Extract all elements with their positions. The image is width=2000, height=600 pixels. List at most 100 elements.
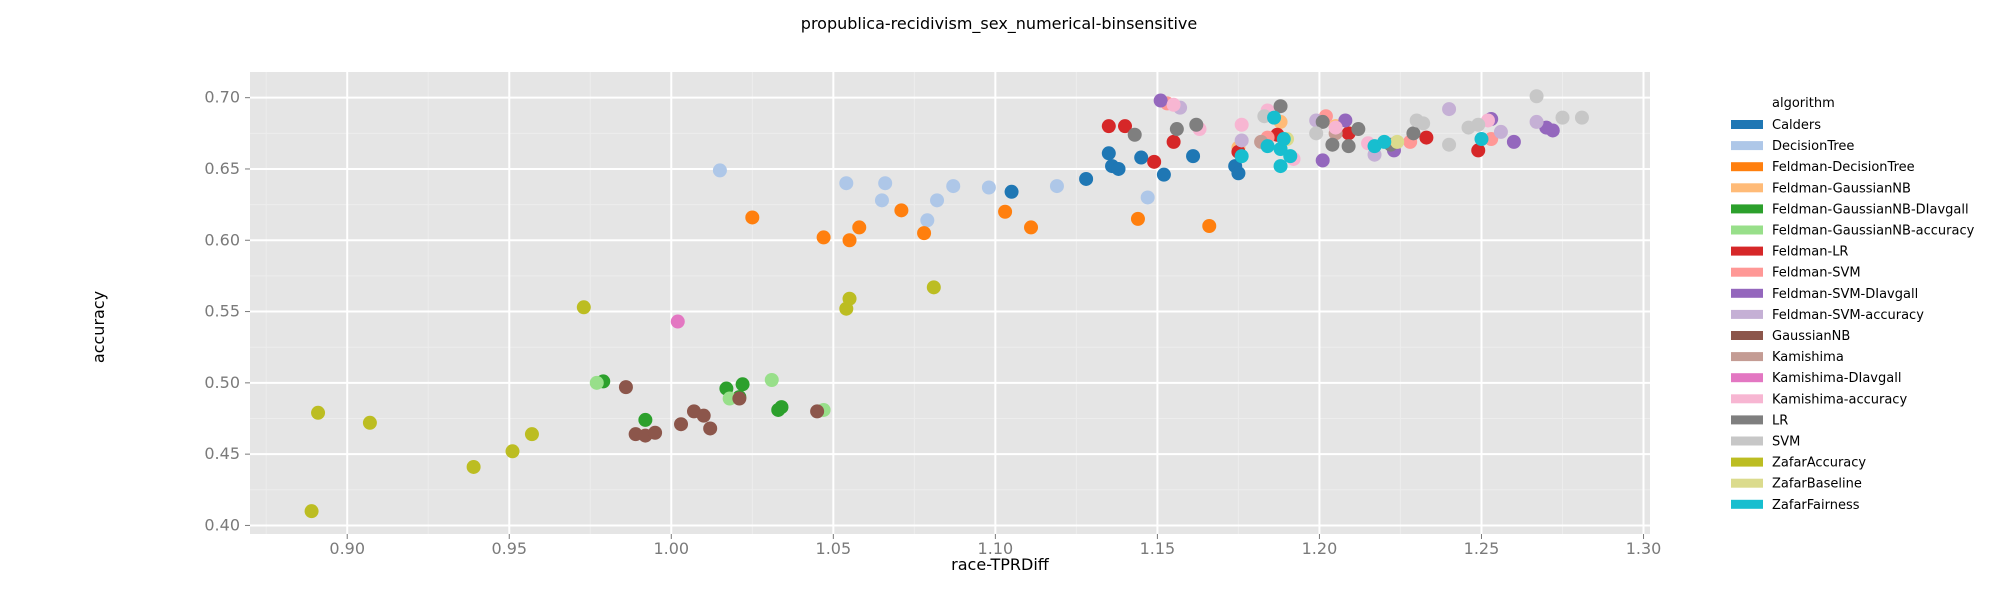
legend-swatch [1731, 162, 1763, 172]
x-tick-label: 1.10 [978, 539, 1014, 558]
data-point-decisiontree [1140, 190, 1155, 205]
data-point-feldman-svm-accuracy [1442, 102, 1457, 117]
legend-swatch [1731, 120, 1763, 129]
legend-label: LR [1772, 413, 1788, 428]
legend-label: ZafarFairness [1772, 498, 1860, 513]
data-point-zafarfairness [1474, 132, 1489, 147]
data-point-feldman-lr [1147, 154, 1162, 169]
data-point-calders [1186, 149, 1201, 164]
data-point-zafarfairness [1260, 139, 1275, 154]
data-point-lr [1351, 122, 1366, 137]
data-point-zafarfairness [1276, 132, 1291, 147]
x-tick-label: 1.05 [816, 539, 852, 558]
data-point-decisiontree [874, 193, 889, 208]
data-point-feldman-gaussiannb-diavgall [638, 412, 653, 427]
data-point-feldman-decisiontree [1202, 219, 1217, 233]
data-point-lr [1189, 117, 1204, 132]
data-point-zafarfairness [1267, 110, 1282, 125]
data-point-feldman-lr [1419, 130, 1434, 145]
x-tick-label: 1.20 [1302, 539, 1338, 558]
legend-swatch [1731, 309, 1763, 319]
data-point-feldman-svm-diavgall [1315, 153, 1330, 168]
data-point-feldman-gaussiannb-diavgall [735, 377, 750, 392]
data-point-feldman-svm-diavgall [1545, 123, 1560, 138]
major-gridlines [250, 72, 1650, 534]
data-point-zafarfairness [1234, 149, 1249, 164]
data-point-feldman-lr [1471, 143, 1486, 158]
legend-swatch [1731, 352, 1763, 362]
legend-swatch [1731, 457, 1763, 467]
x-tick-label: 1.30 [1626, 539, 1662, 558]
data-point-feldman-svm [1484, 132, 1499, 147]
legend: algorithm Calders DecisionTree Feldman-Dec… [1731, 96, 1975, 513]
data-point-feldman-lr [1166, 134, 1181, 149]
x-tick-label: 1.15 [1140, 539, 1176, 558]
x-tick-label: 0.90 [329, 539, 365, 558]
data-point-feldman-decisiontree [998, 204, 1013, 219]
data-point-feldman-decisiontree [1130, 211, 1145, 226]
y-axis: 0.40 0.45 0.50 0.55 0.60 0.65 0.70 [204, 88, 250, 534]
data-point-feldman-gaussiannb-accuracy [722, 391, 737, 406]
legend-label: Feldman-GaussianNB-DIavgall [1772, 202, 1969, 217]
data-point-zafaraccuracy [304, 504, 319, 519]
data-point-gaussiannb [618, 380, 633, 395]
y-tick-label: 0.50 [204, 373, 240, 392]
data-point-feldman-decisiontree [894, 203, 909, 218]
data-point-calders [1134, 150, 1149, 165]
data-point-zafaraccuracy [926, 280, 941, 295]
data-point-decisiontree [839, 176, 854, 191]
legend-label: ZafarAccuracy [1772, 456, 1866, 471]
data-point-zafarbaseline [1390, 134, 1405, 149]
data-point-svm [1555, 110, 1570, 125]
data-point-decisiontree [930, 193, 945, 208]
legend-label: Kamishima-accuracy [1772, 392, 1907, 407]
legend-swatch [1731, 478, 1763, 488]
plot-area [250, 72, 1650, 534]
legend-label: Feldman-SVM-accuracy [1772, 308, 1924, 323]
data-point-kamishima-accuracy [1234, 117, 1249, 132]
y-tick-label: 0.70 [204, 88, 240, 107]
legend-label: Feldman-SVM [1772, 266, 1861, 281]
data-point-decisiontree [712, 163, 727, 178]
plot-background [250, 72, 1650, 534]
data-point-feldman-decisiontree [842, 233, 857, 248]
data-point-kamishima-diavgall [670, 314, 685, 329]
y-tick-label: 0.65 [204, 159, 240, 178]
data-point-feldman-lr [1118, 119, 1132, 134]
legend-swatch [1731, 183, 1763, 193]
chart-title: propublica-recidivism_sex_numerical-bins… [801, 14, 1197, 34]
legend-label: Feldman-GaussianNB [1772, 181, 1911, 196]
data-point-feldman-svm-diavgall [1153, 93, 1168, 108]
data-point-feldman-gaussiannb-accuracy [589, 375, 604, 390]
data-point-kamishima-accuracy [1166, 97, 1181, 112]
x-axis-label: race-TPRDiff [951, 555, 1050, 574]
legend-swatch [1731, 141, 1763, 151]
data-point-decisiontree [920, 213, 935, 228]
legend-label: Feldman-GaussianNB-accuracy [1772, 224, 1975, 239]
data-point-kamishima-accuracy [1328, 120, 1343, 135]
legend-swatch [1731, 204, 1763, 214]
data-point-zafaraccuracy [505, 444, 520, 459]
legend-label: Kamishima [1772, 350, 1844, 365]
legend-swatch [1731, 415, 1763, 425]
data-point-svm [1471, 117, 1486, 132]
data-point-feldman-lr [1101, 119, 1116, 134]
legend-title: algorithm [1772, 96, 1835, 111]
data-point-calders [1004, 184, 1019, 199]
data-point-feldman-svm-diavgall [1338, 113, 1353, 128]
data-point-gaussiannb [696, 408, 711, 423]
data-point-calders [1156, 167, 1171, 182]
legend-label: GaussianNB [1772, 329, 1850, 344]
data-point-feldman-svm-accuracy [1493, 124, 1508, 139]
data-point-lr [1341, 139, 1356, 154]
x-tick-label: 1.25 [1464, 539, 1500, 558]
data-point-feldman-decisiontree [917, 226, 932, 241]
legend-label: Feldman-SVM-DIavgall [1772, 287, 1918, 302]
legend-swatch [1731, 499, 1763, 509]
legend-label: DecisionTree [1772, 139, 1854, 154]
legend-label: Feldman-DecisionTree [1772, 160, 1915, 175]
data-point-svm [1416, 116, 1431, 131]
data-point-zafaraccuracy [466, 459, 481, 474]
data-point-gaussiannb [703, 421, 718, 436]
